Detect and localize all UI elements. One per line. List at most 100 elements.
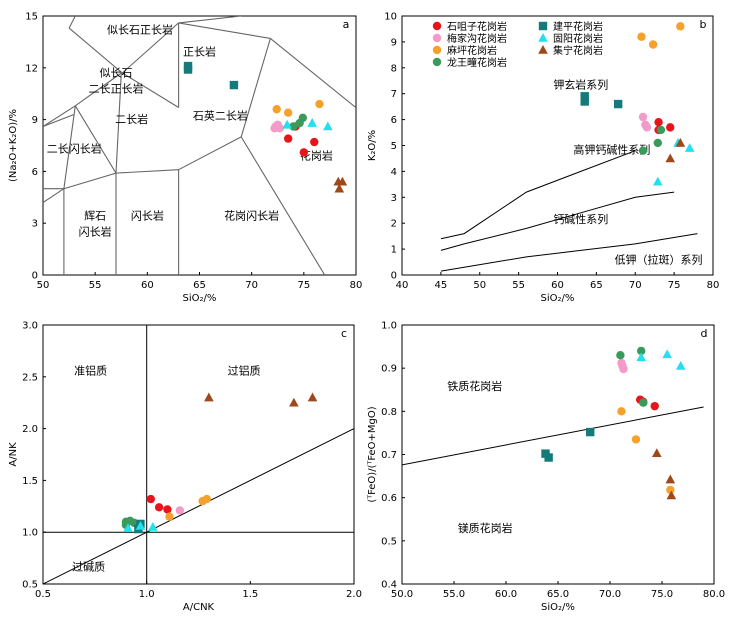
data-point [298,113,307,123]
series-guyang [636,349,686,370]
x-tick-label: 60 [141,280,154,291]
data-point [334,183,345,193]
x-tick-label: 60 [551,280,564,291]
data-point [289,122,298,131]
data-point [580,97,589,106]
x-tick-label: 1.5 [242,589,258,600]
y-tick-label: 9 [32,115,38,126]
field-boundaries [440,150,698,272]
data-point [662,349,672,359]
y-axis-title: (ᵀFeO)/(ᵀFeO+MgO) [367,406,378,502]
x-tick-label: 50.0 [391,589,413,600]
field-label: 花岗闪长岩 [224,209,279,223]
data-point [636,352,646,362]
legend-label: 麻坪花岗岩 [447,44,497,57]
chart-panel-c: 0.5 1.0 1.5 2.0 0.5 1.0 1.5 2.0 2.5 3.0 A/CNK A/NK c… [8,321,362,614]
y-tick-label: 15 [25,12,38,23]
legend-marker [538,33,548,42]
series-longwangzhuang [638,125,666,155]
data-point [654,117,663,127]
legend-marker [432,45,442,55]
data-point [148,522,158,531]
x-axis-title: SiO₂/% [541,602,575,613]
legend-label: 固阳花岗岩 [553,32,603,45]
field-label: 辉石闪长岩 [79,210,112,239]
y-tick-label: 0.9 [381,364,397,375]
field-boundaries [43,325,354,584]
field-label: 钙碱性系列 [553,212,608,226]
series-guyang [123,520,158,532]
y-tick-label: 0.5 [381,536,397,547]
field-boundary-line [402,406,704,466]
y-tick-label: 12 [25,63,38,74]
data-point [183,65,193,74]
legend-label: 建平花岗岩 [553,20,603,33]
legend-item-longwangzhuang: 龙王疃花岗岩 [432,56,507,69]
legend-item-jianping: 建平花岗岩 [538,20,603,33]
legend-label: 集宁花岗岩 [553,44,603,57]
y-tick-label: 0.5 [22,580,38,591]
series-jianping [580,92,623,109]
x-tick-label: 50 [473,280,486,291]
series-jining [333,176,348,193]
series-longwangzhuang [616,346,648,407]
data-point [638,112,648,122]
field-boundary-line [178,22,271,39]
data-point [650,401,659,411]
x-tick-label: 70.0 [599,589,621,600]
plot-frame [42,324,355,585]
series-mapo [272,99,324,117]
data-point [299,148,309,157]
data-point [616,351,625,360]
x-tick-label: 70 [629,280,642,291]
field-label: 高钾钙碱性系列 [573,142,650,156]
field-boundary-line [440,233,698,272]
series-jining [204,392,318,407]
data-point [283,108,293,117]
series-meijiagou [270,120,285,133]
field-boundary-line [43,113,75,128]
data-point [163,505,172,514]
data-point [315,99,324,109]
data-point [638,146,648,155]
x-tick-label: 50 [37,280,50,291]
y-tick-label: 0.7 [381,450,397,461]
field-label: 二长闪长岩 [47,141,102,155]
field-label: 低钾（拉斑）系列 [615,252,703,266]
data-point [310,137,319,147]
data-point [652,448,662,458]
x-tick-label: 40 [396,280,409,291]
chart-panel-d: 50.0 55.0 60.0 65.0 70.0 75.0 80.0 0.4 0.5 0.6 0.7… [367,321,725,614]
panel-letter: d [701,327,708,340]
data-point [639,398,648,407]
y-tick-label: 2.0 [22,424,38,435]
data-point [204,392,214,402]
legend-item-guyang: 固阳花岗岩 [538,32,603,45]
data-point [666,123,675,132]
field-boundary-line [240,136,326,275]
field-boundary-line [43,72,122,127]
panel-letter: b [700,18,707,31]
field-label: 二长岩 [115,112,148,126]
legend-marker [538,21,548,31]
field-label: 似长石正长岩 [107,22,173,36]
x-tick-label: 75 [668,280,681,291]
y-axis-title: A/NK [8,442,19,467]
data-point [637,346,646,356]
y-axis-title: (Na₂O+K₂O)/% [8,109,19,182]
x-tick-label: 1.0 [139,589,155,600]
data-point [272,105,281,114]
y-tick-label: 0 [391,271,397,282]
field-boundary-line [43,172,117,203]
x-axis-title: SiO₂/% [541,293,575,304]
data-point [202,494,211,504]
y-tick-label: 3 [32,219,38,230]
series-jianping [541,427,595,462]
series-meijiagou [617,358,628,374]
data-point [175,506,185,515]
series-mapo [617,407,675,495]
field-label: 似长石二长正长岩 [89,66,144,95]
field-boundary-line [440,150,636,240]
x-axis-title: A/CNK [183,602,215,613]
x-tick-label: 55 [512,280,525,291]
